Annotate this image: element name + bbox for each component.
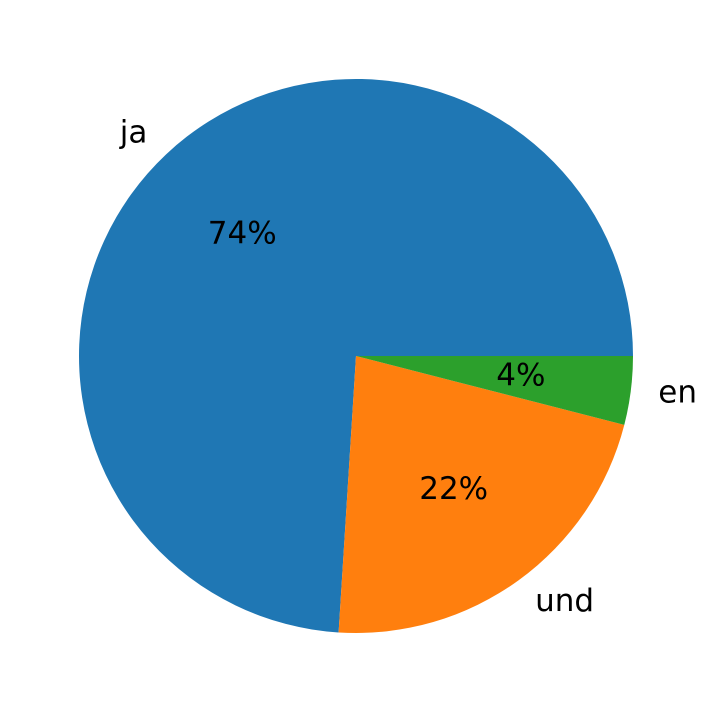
value-label: 74% <box>208 215 277 251</box>
pie-slice <box>338 356 625 633</box>
pie-slice <box>78 78 634 633</box>
slice-label: en <box>658 375 697 411</box>
slice-label: ja <box>119 114 148 150</box>
value-label: 22% <box>419 471 488 507</box>
pie-slice <box>356 356 633 425</box>
value-label: 4% <box>496 357 545 393</box>
slice-label: und <box>535 583 594 619</box>
